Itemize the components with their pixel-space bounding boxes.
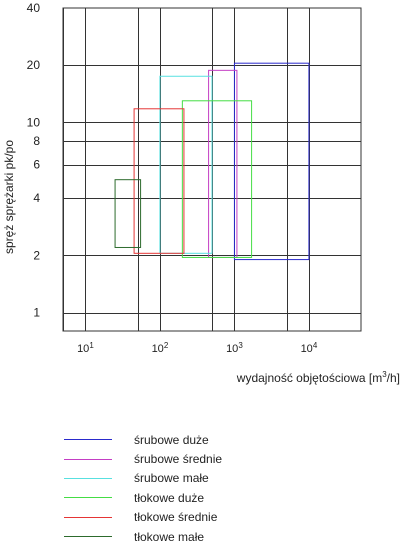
x-tick-label: 103 xyxy=(226,341,243,355)
y-tick-label: 10 xyxy=(27,115,41,129)
x-tick-label: 102 xyxy=(152,341,169,355)
range-box xyxy=(181,100,253,258)
legend-swatch xyxy=(64,439,112,441)
y-tick-label: 8 xyxy=(33,134,40,148)
legend-item: śrubowe duże xyxy=(64,430,222,449)
legend-label: śrubowe średnie xyxy=(134,452,223,467)
y-tick-label: 40 xyxy=(27,1,41,15)
y-tick-label: 1 xyxy=(33,306,40,320)
legend-swatch xyxy=(64,477,112,479)
range-box xyxy=(159,75,213,254)
y-tick-label: 20 xyxy=(27,58,41,72)
y-tick-label: 6 xyxy=(33,158,40,172)
legend-label: śrubowe małe xyxy=(134,471,209,486)
legend-item: tłokowe duże xyxy=(64,488,222,507)
x-tick-label: 104 xyxy=(301,341,318,355)
legend-swatch xyxy=(64,497,112,499)
legend-label: tłokowe średnie xyxy=(134,510,218,525)
range-box xyxy=(133,108,185,254)
legend-item: tłokowe średnie xyxy=(64,508,222,527)
range-box xyxy=(233,62,310,261)
legend-swatch xyxy=(64,458,112,460)
chart: 1 2 4 6 8 10 20 40 101 102 103 104 spręż sprężarki… xyxy=(2,1,400,385)
x-tick-label: 101 xyxy=(77,341,94,355)
legend-label: śrubowe duże xyxy=(134,432,209,447)
range-box xyxy=(114,179,142,248)
y-axis-label: spręż sprężarki pk/po xyxy=(2,140,16,254)
legend-label: tłokowe duże xyxy=(134,490,205,505)
legend-label: tłokowe małe xyxy=(134,529,205,544)
legend-swatch xyxy=(64,516,112,518)
y-tick-labels: 1 2 4 6 8 10 20 40 xyxy=(27,1,41,320)
legend-item: śrubowe średnie xyxy=(64,449,222,468)
y-tick-label: 4 xyxy=(33,191,40,205)
legend-item: śrubowe małe xyxy=(64,469,222,488)
y-tick-label: 2 xyxy=(33,248,40,262)
legend-item: tłokowe małe xyxy=(64,527,222,546)
legend: śrubowe duże śrubowe średnie śrubowe małe t… xyxy=(64,430,222,546)
series-boxes xyxy=(114,62,310,261)
legend-swatch xyxy=(64,536,112,538)
x-axis-label: wydajność objętościowa [m3/h] xyxy=(236,370,400,385)
x-tick-labels: 101 102 103 104 xyxy=(77,341,318,355)
